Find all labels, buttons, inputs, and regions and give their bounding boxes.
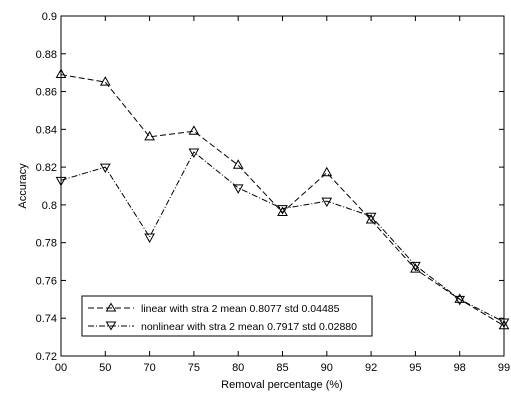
data-point-marker [188, 125, 200, 135]
data-point-marker [498, 319, 510, 330]
x-tick-label: 80 [232, 362, 244, 374]
y-tick-label: 0.78 [36, 238, 57, 250]
data-point-marker [232, 159, 244, 169]
axis-ticks: 00 50 70 75 80 85 90 92 95 98 99 0.72 0.74 0.76 0.78 0.… [36, 11, 511, 374]
legend-box [81, 295, 373, 337]
legend-marker-linear [105, 302, 117, 312]
x-tick-label: 98 [454, 362, 466, 374]
x-tick-label: 90 [321, 362, 333, 374]
x-tick-label: 70 [143, 362, 155, 374]
data-point-marker [454, 293, 466, 303]
data-point-marker [277, 205, 288, 215]
series-lines [55, 68, 510, 330]
data-point-marker [144, 130, 155, 141]
y-tick-label: 0.86 [36, 87, 57, 99]
y-tick-label: 0.72 [36, 351, 57, 363]
y-axis-label: Accuracy [17, 163, 29, 209]
x-tick-label: 85 [276, 362, 288, 374]
y-tick-label: 0.9 [42, 11, 57, 23]
y-tick-label: 0.74 [36, 313, 57, 325]
legend-text-nonlinear: nonlinear with stra 2 mean 0.7917 std 0.… [141, 321, 357, 333]
x-tick-label: 00 [55, 362, 67, 374]
data-point-marker [498, 318, 510, 329]
y-tick-label: 0.76 [36, 275, 57, 287]
legend: linear with stra 2 mean 0.8077 std 0.044… [81, 295, 373, 337]
legend-text-linear: linear with stra 2 mean 0.8077 std 0.044… [141, 303, 340, 315]
data-point-marker [188, 148, 200, 159]
data-point-marker [55, 176, 67, 187]
y-tick-label: 0.82 [36, 162, 57, 174]
y-tick-label: 0.8 [42, 200, 57, 212]
series-line-0 [60, 74, 505, 327]
data-point-marker [321, 166, 333, 177]
x-tick-label: 50 [99, 362, 111, 374]
data-point-marker [321, 197, 333, 208]
x-axis-label: Removal percentage (%) [221, 379, 343, 391]
x-tick-label: 99 [498, 362, 510, 374]
data-point-marker [277, 206, 288, 216]
x-tick-label: 95 [409, 362, 421, 374]
y-tick-label: 0.84 [36, 124, 57, 136]
legend-marker-nonlinear [105, 321, 117, 331]
series-line-1 [60, 151, 505, 323]
data-point-marker [144, 233, 155, 244]
data-point-marker [365, 212, 377, 223]
x-tick-label: 92 [365, 362, 377, 374]
data-point-marker [99, 76, 111, 86]
x-tick-label: 75 [188, 362, 200, 374]
data-point-marker [410, 263, 421, 273]
data-point-marker [410, 261, 421, 272]
data-point-marker [99, 163, 111, 174]
y-tick-label: 0.88 [36, 49, 57, 61]
data-point-marker [454, 295, 466, 306]
data-point-marker [55, 68, 67, 79]
data-point-marker [232, 184, 244, 194]
